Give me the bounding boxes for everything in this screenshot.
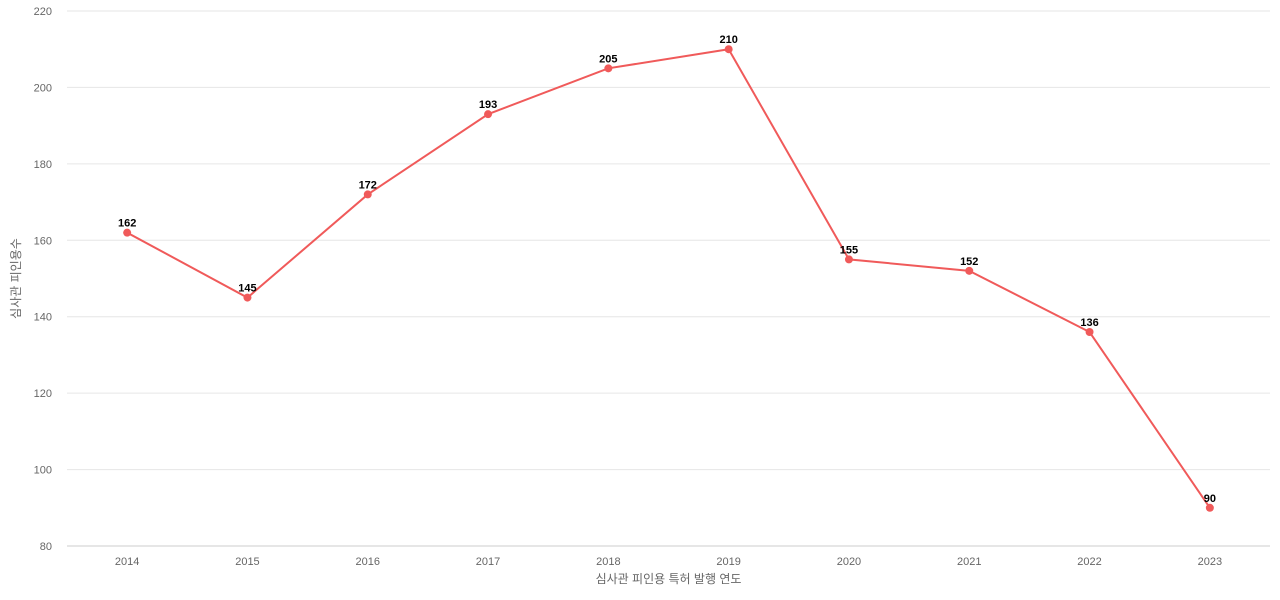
- y-tick-label: 80: [40, 541, 52, 553]
- y-tick-label: 120: [34, 388, 52, 400]
- x-tick-label: 2018: [596, 556, 620, 568]
- y-axis-title: 심사관 피인용수: [9, 238, 23, 319]
- series-layer: [123, 45, 1214, 512]
- data-label: 193: [479, 99, 497, 111]
- data-point[interactable]: [363, 190, 372, 199]
- data-point[interactable]: [965, 266, 974, 275]
- data-point[interactable]: [484, 110, 493, 119]
- y-tick-label: 160: [34, 235, 52, 247]
- data-label: 90: [1204, 493, 1216, 505]
- x-tick-label: 2022: [1077, 556, 1101, 568]
- x-tick-label: 2014: [115, 556, 139, 568]
- data-point[interactable]: [724, 45, 733, 54]
- data-label: 172: [359, 179, 377, 191]
- y-tick-label: 180: [34, 159, 52, 171]
- x-tick-label: 2023: [1198, 556, 1222, 568]
- x-tick-label: 2017: [476, 556, 500, 568]
- data-point[interactable]: [123, 228, 132, 237]
- y-tick-label: 140: [34, 312, 52, 324]
- data-point[interactable]: [604, 64, 613, 73]
- x-tick-label: 2020: [837, 556, 861, 568]
- data-label: 152: [960, 256, 978, 268]
- y-tick-label: 220: [34, 6, 52, 18]
- y-axis-ticks: 80 100 120 140 160 180 200 220: [34, 6, 52, 553]
- data-label: 162: [118, 218, 136, 230]
- series-line: [126, 48, 1211, 509]
- x-axis-ticks: 2014 2015 2016 2017 2018 2019 2020 2021 2022 2023: [115, 556, 1222, 568]
- data-label: 205: [599, 53, 617, 65]
- data-label: 210: [719, 34, 737, 46]
- data-point[interactable]: [1205, 503, 1214, 512]
- x-tick-label: 2015: [235, 556, 259, 568]
- x-tick-label: 2021: [957, 556, 981, 568]
- x-tick-label: 2016: [356, 556, 380, 568]
- data-point[interactable]: [844, 255, 853, 264]
- y-tick-label: 100: [34, 465, 52, 477]
- x-axis-title: 심사관 피인용 특허 발행 연도: [596, 571, 742, 586]
- data-point[interactable]: [1085, 328, 1094, 336]
- data-label: 145: [238, 283, 256, 295]
- grid-layer: [67, 10, 1270, 471]
- data-label: 136: [1080, 317, 1098, 329]
- data-label-layer: 162 145 172 193 205 210 155 152 136 90: [118, 34, 1216, 505]
- x-tick-label: 2019: [716, 556, 740, 568]
- data-label: 155: [840, 244, 858, 256]
- data-point[interactable]: [243, 293, 252, 302]
- y-tick-label: 200: [34, 82, 52, 94]
